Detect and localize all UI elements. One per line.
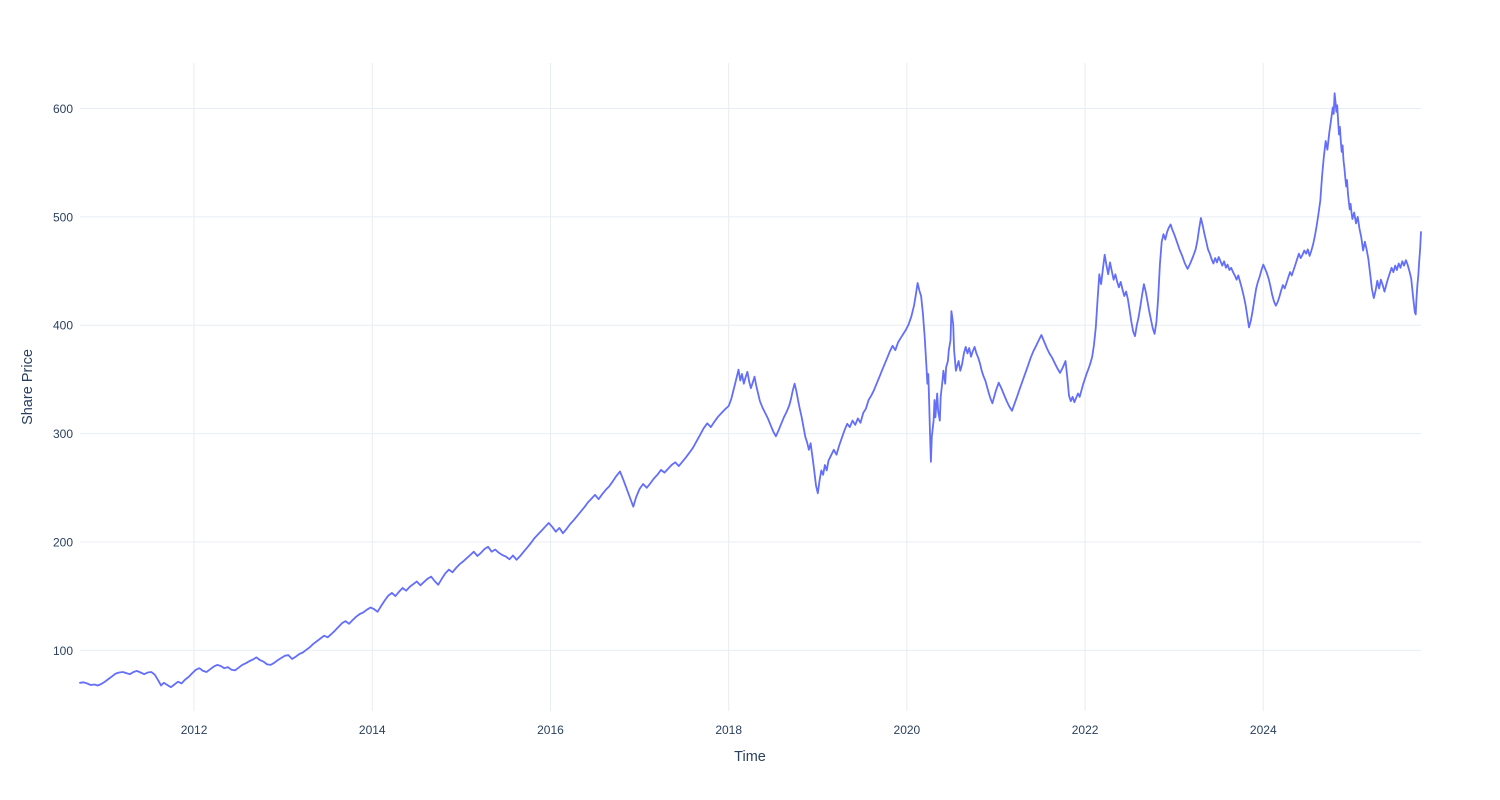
- y-tick-label-500: 500: [53, 210, 73, 224]
- y-axis-title: Share Price: [20, 349, 36, 425]
- x-axis-title: Time: [734, 749, 766, 765]
- horizontal-gridlines: [80, 108, 1421, 651]
- y-tick-label-200: 200: [53, 535, 73, 549]
- price-line-series[interactable]: [79, 92, 1422, 689]
- x-tick-label-2012: 2012: [181, 723, 208, 737]
- x-tick-label-2016: 2016: [537, 723, 564, 737]
- x-axis-tick-labels: 2012 2014 2016 2018 2020 2022 2024: [181, 723, 1277, 737]
- vertical-gridlines: [193, 63, 1264, 711]
- y-tick-label-400: 400: [53, 319, 73, 333]
- x-tick-label-2020: 2020: [894, 723, 921, 737]
- y-tick-label-600: 600: [53, 102, 73, 116]
- x-tick-label-2018: 2018: [715, 723, 742, 737]
- y-tick-label-100: 100: [53, 644, 73, 658]
- x-tick-label-2014: 2014: [359, 723, 386, 737]
- y-tick-label-300: 300: [53, 427, 73, 441]
- x-tick-label-2022: 2022: [1072, 723, 1099, 737]
- x-tick-label-2024: 2024: [1250, 723, 1277, 737]
- y-axis-tick-labels: 100 200 300 400 500 600: [53, 102, 73, 658]
